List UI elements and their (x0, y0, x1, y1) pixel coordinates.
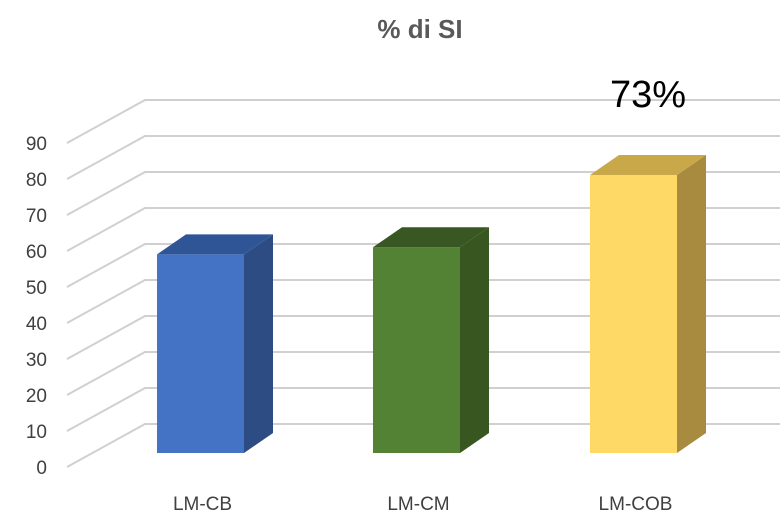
gridline (66, 243, 780, 288)
x-category-label: LM-COB (599, 494, 673, 515)
bar-front (590, 175, 677, 453)
x-axis-categories: LM-CB LM-CM LM-COB (173, 494, 673, 515)
y-tick-label: 80 (26, 170, 47, 191)
gridline (66, 99, 780, 144)
y-tick-label: 90 (26, 134, 47, 155)
y-tick-label: 10 (26, 422, 47, 443)
gridlines (66, 99, 780, 468)
gridline (66, 171, 780, 216)
bar-top (373, 227, 489, 248)
bar-lm-cb (157, 234, 273, 453)
bar-front (373, 247, 460, 453)
data-annotation: 73% (610, 74, 686, 116)
bar-lm-cm (373, 227, 489, 453)
chart-title: % di SI (377, 14, 462, 44)
x-category-label: LM-CM (387, 494, 449, 515)
gridline (66, 387, 780, 432)
bars (157, 155, 706, 453)
y-axis-ticks: 0 10 20 30 40 50 60 70 80 90 (26, 134, 47, 479)
gridline (66, 135, 780, 180)
y-tick-label: 20 (26, 386, 47, 407)
gridline (66, 279, 780, 324)
gridline (66, 207, 780, 252)
bar-side (677, 155, 706, 453)
gridline (66, 423, 780, 468)
y-tick-label: 50 (26, 278, 47, 299)
bar-side (460, 227, 489, 453)
bar-side (244, 234, 273, 453)
gridline (66, 315, 780, 360)
y-tick-label: 0 (36, 458, 47, 479)
y-tick-label: 40 (26, 314, 47, 335)
bar-top (157, 234, 273, 255)
bar-top (590, 155, 706, 175)
bar-lm-cob (590, 155, 706, 453)
y-tick-label: 30 (26, 350, 47, 371)
x-category-label: LM-CB (173, 494, 232, 515)
gridline (66, 351, 780, 396)
y-tick-label: 60 (26, 242, 47, 263)
bar-front (157, 254, 244, 453)
y-tick-label: 70 (26, 206, 47, 227)
